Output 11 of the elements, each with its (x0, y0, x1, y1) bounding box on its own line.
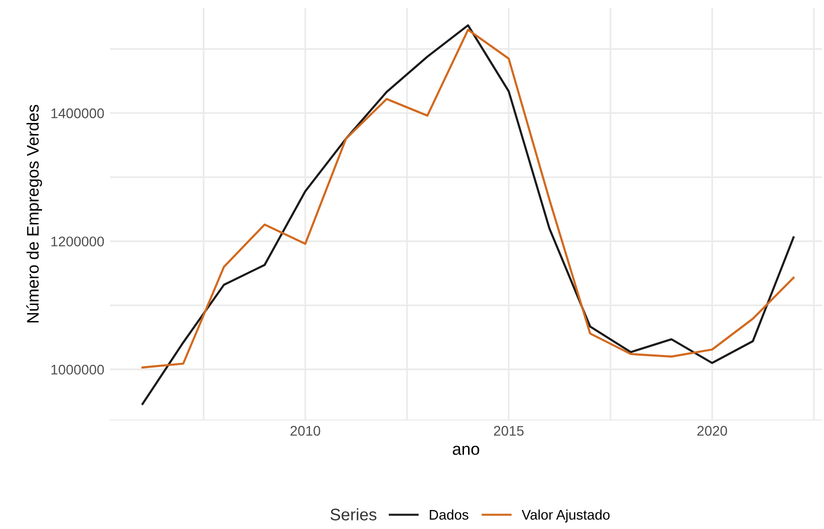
x-tick-label: 2010 (290, 426, 320, 436)
y-tick-label: 1400000 (51, 108, 104, 118)
legend-label: Valor Ajustado (522, 510, 610, 522)
x-tick-label: 2015 (494, 426, 524, 436)
x-axis-title: ano (452, 446, 480, 455)
y-axis-title: Número de Empregos Verdes (26, 104, 42, 322)
legend-title: Series (330, 508, 376, 520)
x-tick-label: 2020 (697, 426, 728, 436)
y-tick-label: 1200000 (51, 236, 104, 246)
y-tick-label: 1000000 (51, 364, 104, 375)
legend-label: Dados (430, 510, 468, 520)
